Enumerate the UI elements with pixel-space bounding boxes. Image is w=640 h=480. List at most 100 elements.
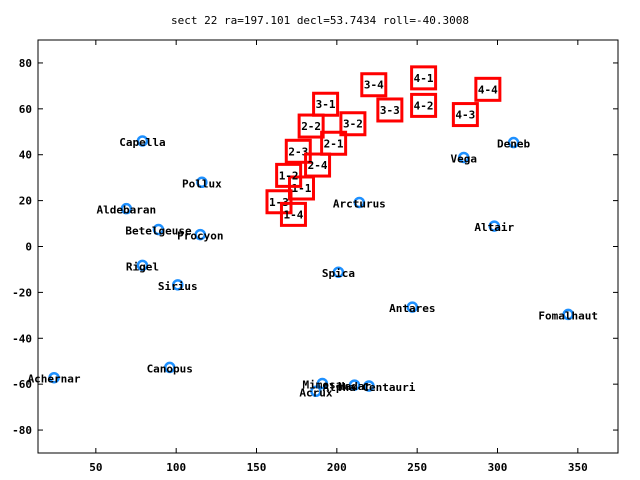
star-hadar: [348, 379, 361, 391]
star-label-canopus: Canopus: [147, 362, 193, 375]
star-label-capella: Capella: [119, 136, 165, 149]
section-box-3-4: 3-4: [360, 72, 388, 98]
section-box-label: 3-4: [364, 79, 384, 92]
section-box-outline: [275, 162, 303, 188]
section-box-label: 2-3: [288, 145, 308, 158]
section-box-outline: [410, 92, 438, 118]
star-label-arcturus: Arcturus: [333, 197, 386, 210]
section-box-3-1: 3-1: [312, 91, 340, 117]
star-label-alpha-centauri: Alpha Centauri: [323, 381, 416, 394]
section-box-label: 4-3: [455, 109, 475, 122]
star-spica: [332, 266, 345, 278]
star-canopus: [163, 361, 176, 374]
star-label-spica: Spica: [322, 267, 355, 280]
section-box-1-3: 1-3: [265, 189, 293, 215]
star-markers: [48, 135, 574, 398]
y-tick-label: 40: [19, 149, 32, 162]
star-label-procyon: Procyon: [177, 230, 223, 243]
section-box-outline: [297, 113, 325, 139]
section-box-outline: [360, 72, 388, 98]
star-label-pollux: Pollux: [182, 177, 222, 190]
star-label-sirius: Sirius: [158, 280, 198, 293]
star-label-antares: Antares: [389, 302, 435, 315]
star-mimosa: [316, 377, 329, 390]
section-box-3-2: 3-2: [339, 111, 367, 137]
y-tick-label: 20: [19, 195, 32, 208]
star-deneb: [507, 136, 520, 149]
section-box-outline: [279, 201, 307, 227]
star-pollux: [196, 176, 208, 189]
section-box-2-1: 2-1: [320, 130, 348, 156]
star-label-betelgeuse: Betelgeuse: [125, 225, 192, 238]
x-tick-label: 250: [407, 461, 427, 474]
star-alpha-centauri: [363, 380, 375, 392]
y-tick-label: -40: [12, 332, 32, 345]
star-achernar: [48, 371, 60, 384]
x-tick-label: 300: [488, 461, 508, 474]
section-box-label: 1-4: [284, 208, 304, 221]
section-box-4-4: 4-4: [474, 76, 502, 102]
section-box-2-2: 2-2: [297, 113, 325, 139]
section-box-4-3: 4-3: [451, 102, 479, 128]
section-box-outline: [265, 189, 293, 215]
section-box-label: 1-2: [279, 169, 299, 182]
star-label-aldebaran: Aldebaran: [97, 204, 157, 217]
section-box-outline: [376, 97, 404, 123]
section-box-label: 4-4: [478, 83, 498, 96]
y-tick-label: 0: [25, 241, 32, 254]
y-tick-label: -20: [12, 286, 32, 299]
axis-ticks: 50 100 150 200 250 300 350 -80 -60 -40 -20 0 20 40 60 8…: [12, 40, 618, 474]
section-box-label: 2-1: [324, 137, 344, 150]
section-box-outline: [339, 111, 367, 137]
star-label-acrux: Acrux: [299, 386, 332, 399]
star-altair: [488, 220, 501, 232]
star-label-mimosa: Mimosa: [303, 378, 343, 391]
section-box-2-3: 2-3: [284, 138, 312, 164]
section-box-outline: [451, 102, 479, 128]
x-tick-label: 150: [247, 461, 267, 474]
star-sirius: [172, 279, 184, 291]
section-box-label: 3-1: [316, 98, 336, 111]
section-box-4-2: 4-2: [410, 92, 438, 118]
x-tick-label: 50: [89, 461, 102, 474]
y-tick-label: 80: [19, 57, 32, 70]
star-label-fomalhaut: Fomalhaut: [538, 309, 598, 322]
star-label-vega: Vega: [451, 152, 478, 165]
section-box-label: 4-1: [414, 72, 434, 85]
star-fomalhaut: [562, 308, 574, 321]
y-tick-label: -80: [12, 424, 32, 437]
section-box-1-2: 1-2: [275, 162, 303, 188]
section-box-outline: [284, 138, 312, 164]
section-box-1-4: 1-4: [279, 201, 307, 227]
star-vega: [458, 151, 470, 164]
x-tick-label: 200: [327, 461, 347, 474]
section-box-label: 2-4: [308, 159, 328, 172]
section-box-outline: [304, 152, 332, 178]
star-arcturus: [353, 196, 366, 209]
star-label-altair: Altair: [474, 221, 514, 234]
section-box-outline: [410, 65, 438, 91]
section-boxes: 1-11-21-31-42-12-22-32-43-13-23-33-44-14…: [265, 65, 502, 227]
star-rigel: [136, 259, 149, 272]
x-tick-label: 100: [166, 461, 186, 474]
star-label-deneb: Deneb: [497, 138, 530, 151]
star-betelgeuse: [152, 223, 165, 236]
section-box-outline: [312, 91, 340, 117]
section-box-outline: [320, 130, 348, 156]
star-aldebaran: [120, 202, 133, 215]
star-procyon: [194, 228, 207, 241]
section-box-label: 3-2: [343, 118, 363, 131]
section-box-label: 1-3: [269, 196, 289, 209]
section-box-label: 2-2: [301, 120, 321, 133]
star-label-hadar: Hadar: [338, 380, 371, 393]
star-acrux: [310, 385, 322, 398]
star-label-rigel: Rigel: [126, 260, 159, 273]
star-antares: [406, 301, 419, 313]
section-box-3-3: 3-3: [376, 97, 404, 123]
y-tick-label: -60: [12, 378, 32, 391]
y-tick-label: 60: [19, 103, 32, 116]
section-box-label: 4-2: [414, 99, 434, 112]
star-capella: [136, 135, 149, 147]
